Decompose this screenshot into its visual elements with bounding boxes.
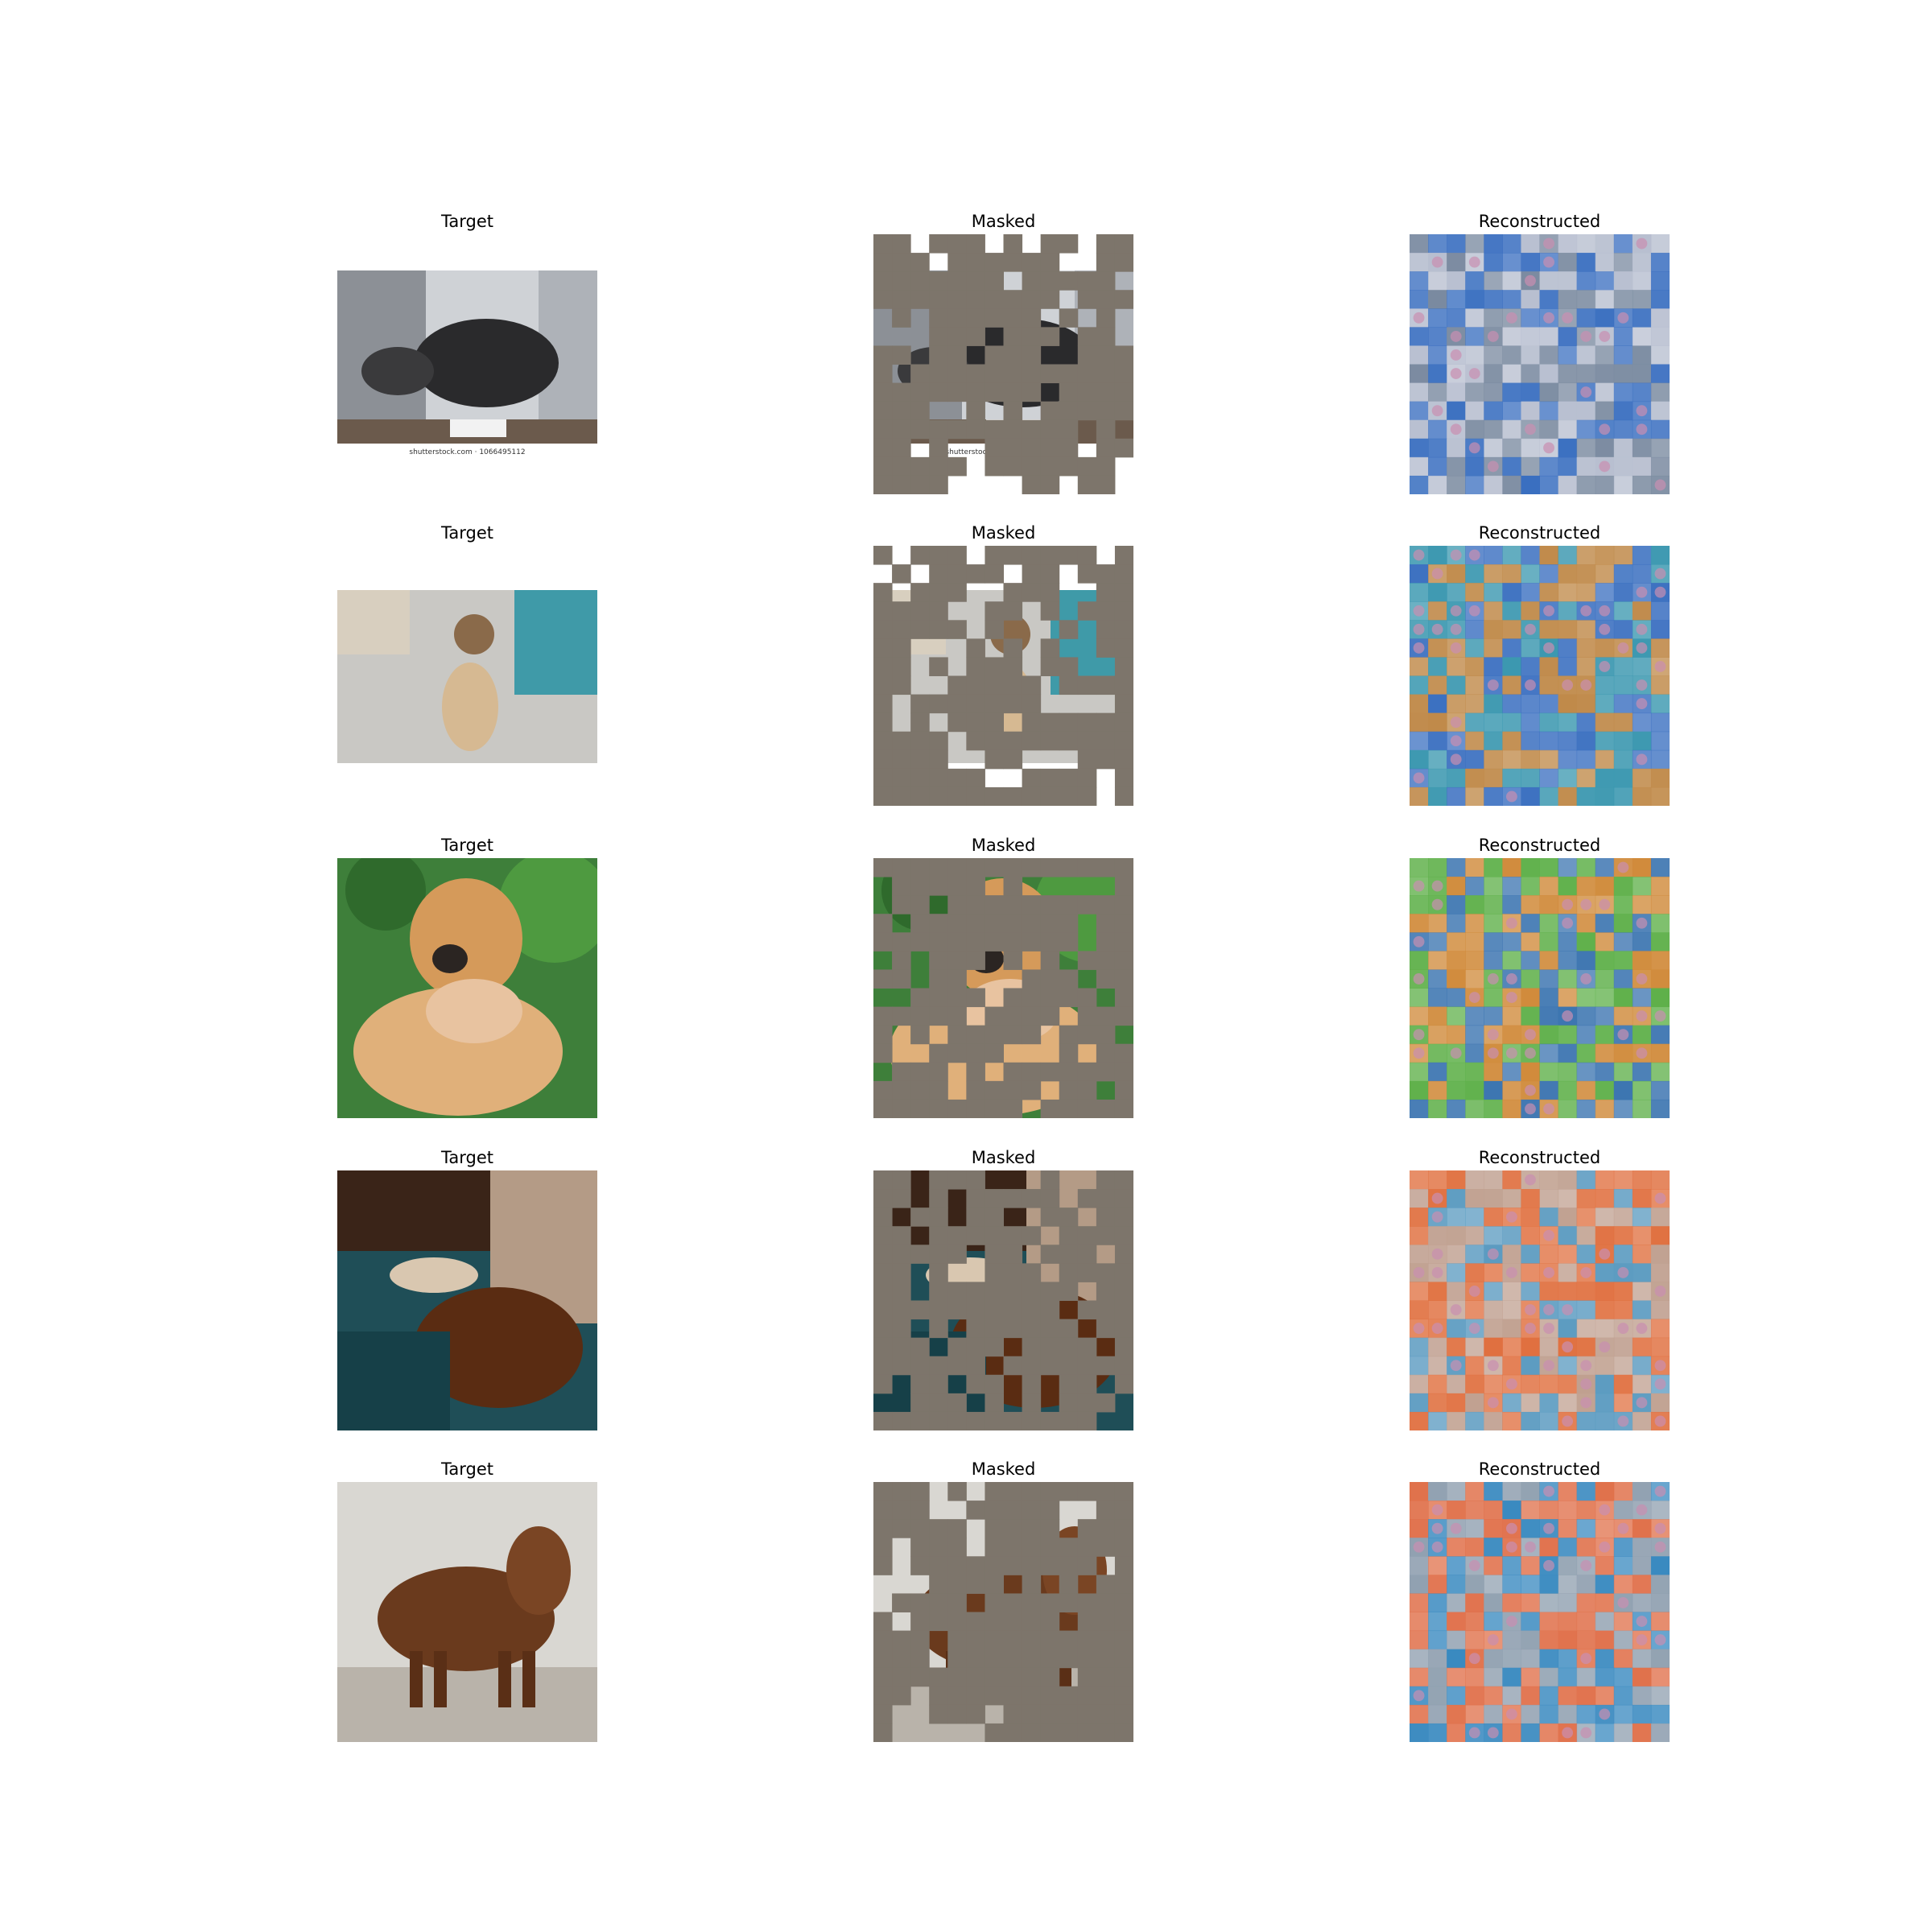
target-image [337, 1170, 597, 1430]
masked-image [873, 1170, 1133, 1430]
masked-image [873, 858, 1133, 1118]
reconstructed-image [1410, 546, 1670, 806]
masked-image: shutterstock.com · 1066495112 [873, 234, 1133, 494]
reconstructed-image [1410, 234, 1670, 494]
panel-title: Reconstructed [1478, 212, 1601, 231]
panel-title: Reconstructed [1478, 836, 1601, 855]
masked-image [873, 1482, 1133, 1742]
panel-title: Masked [971, 836, 1036, 855]
reconstructed-image [1410, 1482, 1670, 1742]
panel-title: Reconstructed [1478, 1148, 1601, 1167]
panel-title: Target [441, 836, 493, 855]
panel-title: Target [441, 1148, 493, 1167]
panel-title: Target [441, 523, 493, 543]
target-image [337, 546, 597, 806]
panel-title: Reconstructed [1478, 523, 1601, 543]
target-image: shutterstock.com · 1066495112 [337, 234, 597, 494]
reconstructed-image [1410, 1170, 1670, 1430]
panel-title: Target [441, 1459, 493, 1479]
watermark-text: shutterstock.com · 1066495112 [409, 448, 525, 456]
panel-title: Target [441, 212, 493, 231]
reconstructed-image [1410, 858, 1670, 1118]
target-image [337, 1482, 597, 1742]
target-image [337, 858, 597, 1118]
panel-title: Masked [971, 212, 1036, 231]
panel-title: Masked [971, 1148, 1036, 1167]
panel-title: Reconstructed [1478, 1459, 1601, 1479]
masked-image [873, 546, 1133, 806]
panel-title: Masked [971, 1459, 1036, 1479]
panel-title: Masked [971, 523, 1036, 543]
